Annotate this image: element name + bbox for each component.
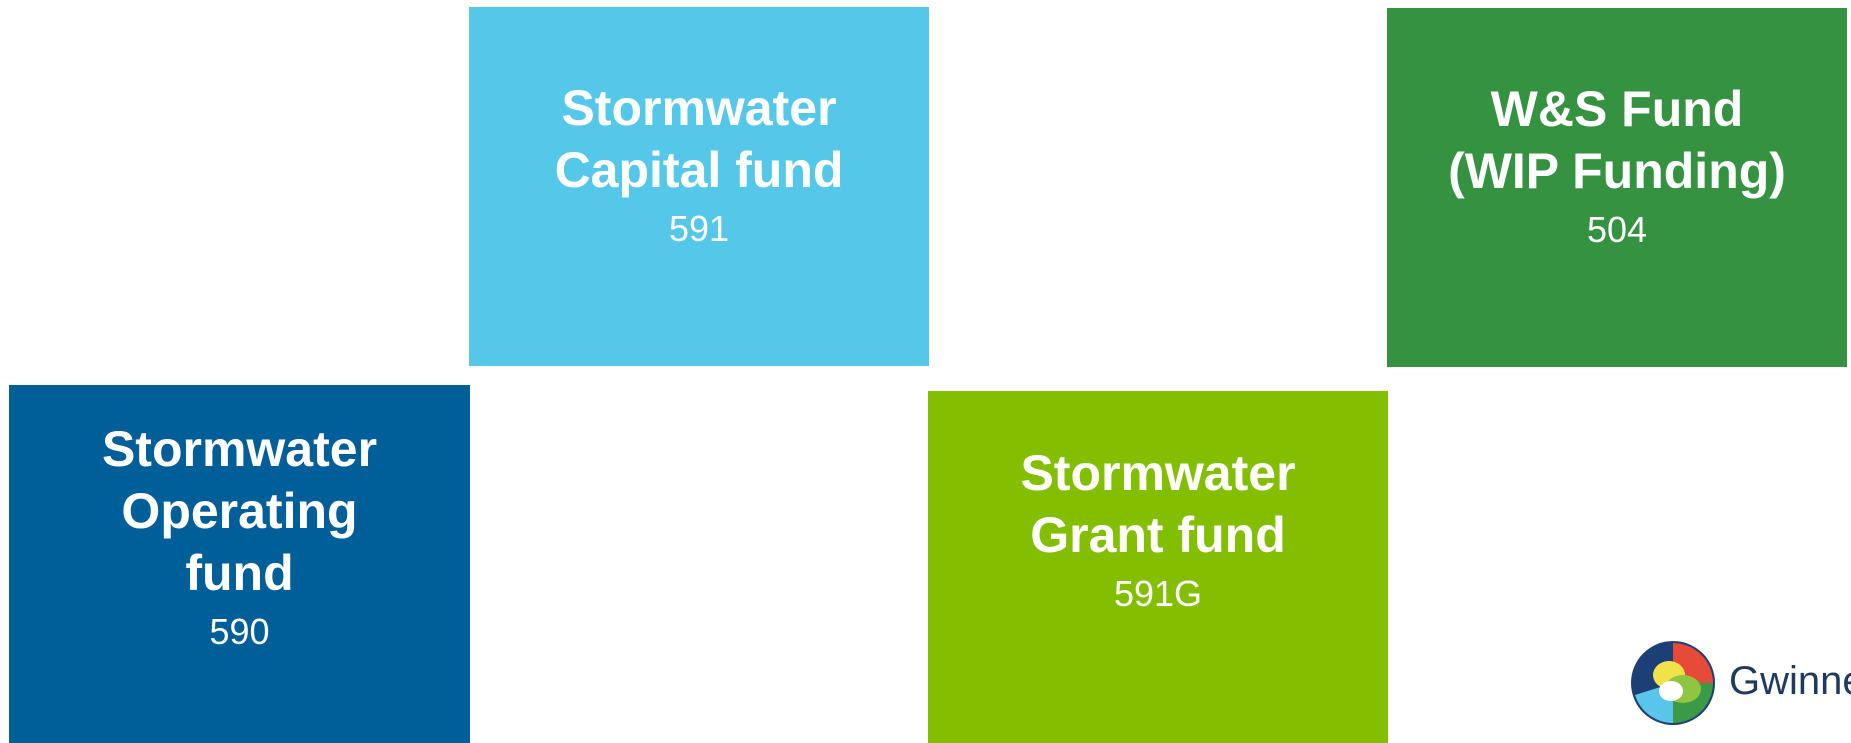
tile-title: Grant fund bbox=[1030, 507, 1286, 563]
tile-title: Stormwater bbox=[1020, 445, 1296, 501]
fund-tile: Stormwater Grant fund 591G bbox=[928, 391, 1388, 743]
tile-code: 590 bbox=[209, 611, 270, 652]
logo: Gwinnett bbox=[1629, 637, 1851, 729]
tile-title: Stormwater bbox=[101, 421, 378, 477]
tile-title: Capital fund bbox=[554, 141, 844, 198]
fund-tile: Stormwater Operating fund 590 bbox=[9, 385, 470, 743]
tile-title: (WIP Funding) bbox=[1448, 142, 1786, 199]
tile-title: Stormwater bbox=[561, 79, 837, 136]
tile-code: 591G bbox=[1113, 573, 1203, 614]
tile-code: 591 bbox=[668, 207, 730, 249]
tile-title: fund bbox=[185, 545, 294, 601]
logo-text: Gwinnett bbox=[1729, 659, 1851, 703]
tile-title: Operating bbox=[121, 483, 358, 539]
tile-title: W&S Fund bbox=[1490, 80, 1744, 137]
fund-tile: Stormwater Capital fund 591 bbox=[469, 7, 929, 366]
tile-code: 504 bbox=[1586, 208, 1648, 250]
logo-mark bbox=[1631, 641, 1715, 725]
fund-tile: W&S Fund (WIP Funding) 504 bbox=[1387, 8, 1847, 367]
